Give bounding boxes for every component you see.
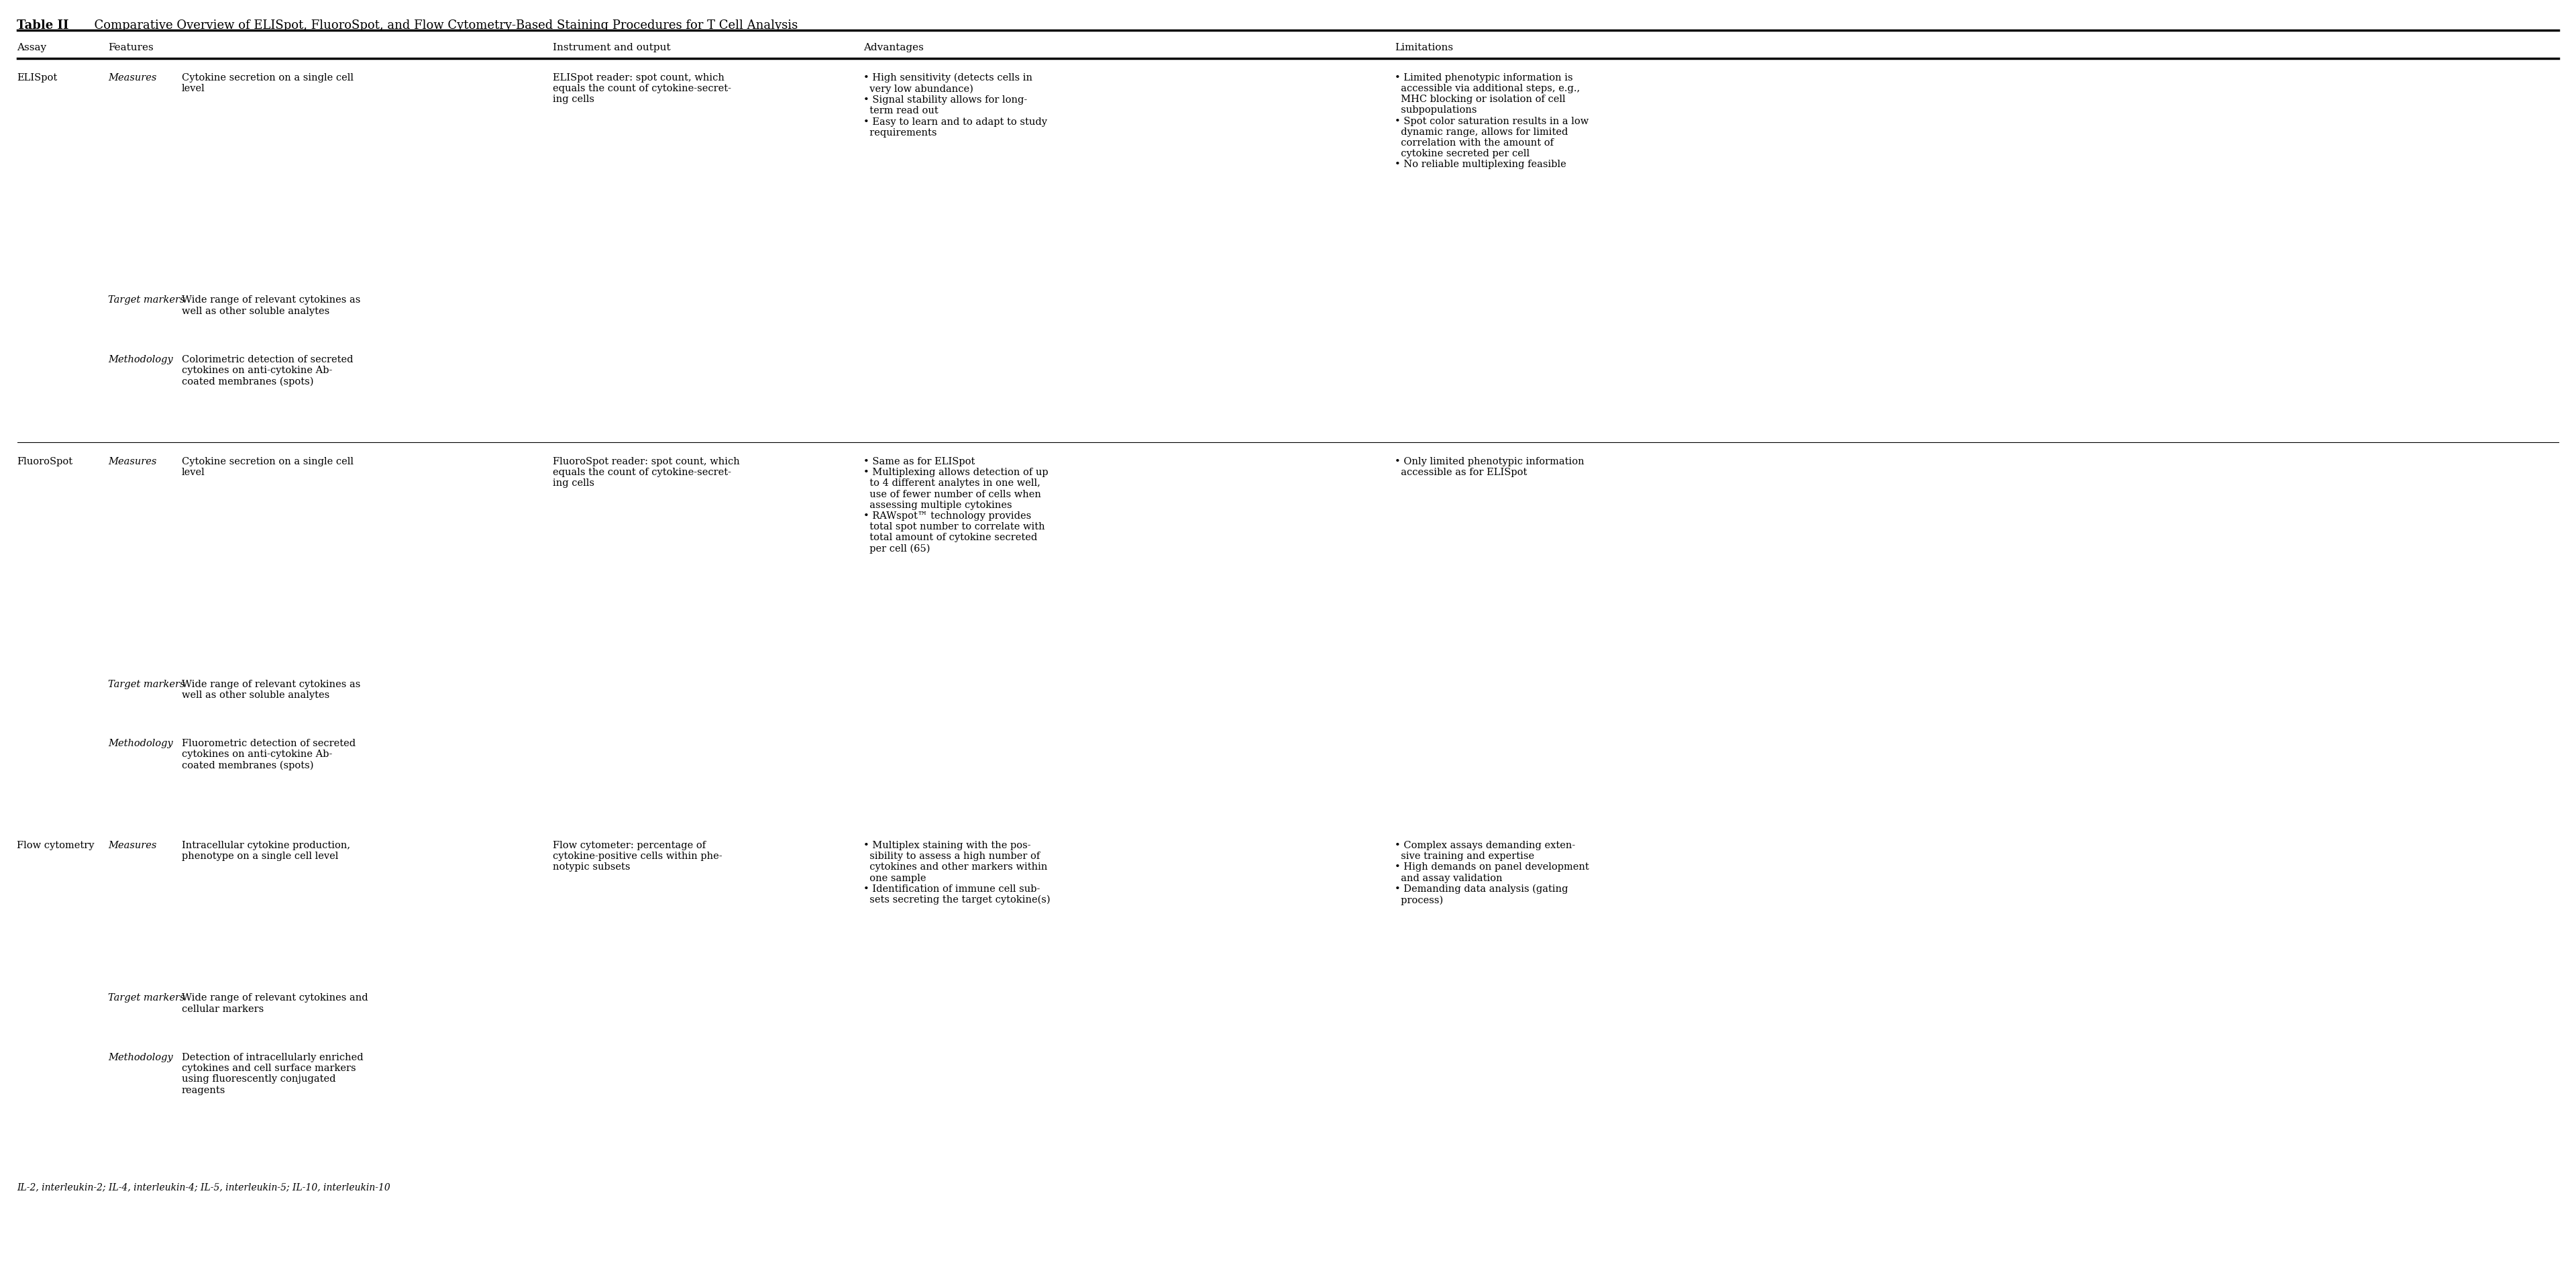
Text: Target markers: Target markers <box>108 680 185 689</box>
Text: Target markers: Target markers <box>108 993 185 1003</box>
Text: • Complex assays demanding exten-
  sive training and expertise
• High demands o: • Complex assays demanding exten- sive t… <box>1396 841 1589 905</box>
Text: Methodology: Methodology <box>108 1053 173 1062</box>
Text: Target markers: Target markers <box>108 295 185 306</box>
Text: Wide range of relevant cytokines and
cellular markers: Wide range of relevant cytokines and cel… <box>183 993 368 1013</box>
Text: Cytokine secretion on a single cell
level: Cytokine secretion on a single cell leve… <box>183 73 353 93</box>
Text: • Same as for ELISpot
• Multiplexing allows detection of up
  to 4 different ana: • Same as for ELISpot • Multiplexing all… <box>863 457 1048 554</box>
Text: Flow cytometry: Flow cytometry <box>15 841 95 850</box>
Text: • High sensitivity (detects cells in
  very low abundance)
• Signal stability al: • High sensitivity (detects cells in ver… <box>863 73 1048 137</box>
Text: Assay: Assay <box>15 43 46 52</box>
Text: Flow cytometer: percentage of
cytokine-positive cells within phe-
notypic subset: Flow cytometer: percentage of cytokine-p… <box>554 841 721 872</box>
Text: Fluorometric detection of secreted
cytokines on anti-cytokine Ab-
coated membran: Fluorometric detection of secreted cytok… <box>183 738 355 770</box>
Text: Instrument and output: Instrument and output <box>554 43 670 52</box>
Text: Measures: Measures <box>108 73 157 83</box>
Text: Table II: Table II <box>15 19 70 32</box>
Text: Colorimetric detection of secreted
cytokines on anti-cytokine Ab-
coated membran: Colorimetric detection of secreted cytok… <box>183 355 353 387</box>
Text: IL-2, interleukin-2; IL-4, interleukin-4; IL-5, interleukin-5; IL-10, interleuki: IL-2, interleukin-2; IL-4, interleukin-4… <box>15 1183 389 1192</box>
Text: FluoroSpot reader: spot count, which
equals the count of cytokine-secret-
ing ce: FluoroSpot reader: spot count, which equ… <box>554 457 739 488</box>
Text: Advantages: Advantages <box>863 43 925 52</box>
Text: Detection of intracellularly enriched
cytokines and cell surface markers
using f: Detection of intracellularly enriched cy… <box>183 1053 363 1095</box>
Text: Methodology: Methodology <box>108 355 173 364</box>
Text: Cytokine secretion on a single cell
level: Cytokine secretion on a single cell leve… <box>183 457 353 477</box>
Text: Limitations: Limitations <box>1396 43 1453 52</box>
Text: Features: Features <box>108 43 155 52</box>
Text: Measures: Measures <box>108 841 157 850</box>
Text: • Limited phenotypic information is
  accessible via additional steps, e.g.,
  M: • Limited phenotypic information is acce… <box>1396 73 1589 169</box>
Text: Wide range of relevant cytokines as
well as other soluble analytes: Wide range of relevant cytokines as well… <box>183 680 361 700</box>
Text: • Only limited phenotypic information
  accessible as for ELISpot: • Only limited phenotypic information ac… <box>1396 457 1584 477</box>
Text: • Multiplex staining with the pos-
  sibility to assess a high number of
  cytok: • Multiplex staining with the pos- sibil… <box>863 841 1051 905</box>
Text: ELISpot: ELISpot <box>15 73 57 83</box>
Text: Measures: Measures <box>108 457 157 466</box>
Text: Intracellular cytokine production,
phenotype on a single cell level: Intracellular cytokine production, pheno… <box>183 841 350 861</box>
Text: FluoroSpot: FluoroSpot <box>15 457 72 466</box>
Text: Wide range of relevant cytokines as
well as other soluble analytes: Wide range of relevant cytokines as well… <box>183 295 361 316</box>
Text: Comparative Overview of ELISpot, FluoroSpot, and Flow Cytometry-Based Staining P: Comparative Overview of ELISpot, FluoroS… <box>88 19 799 32</box>
Text: ELISpot reader: spot count, which
equals the count of cytokine-secret-
ing cells: ELISpot reader: spot count, which equals… <box>554 73 732 104</box>
Text: Methodology: Methodology <box>108 738 173 749</box>
